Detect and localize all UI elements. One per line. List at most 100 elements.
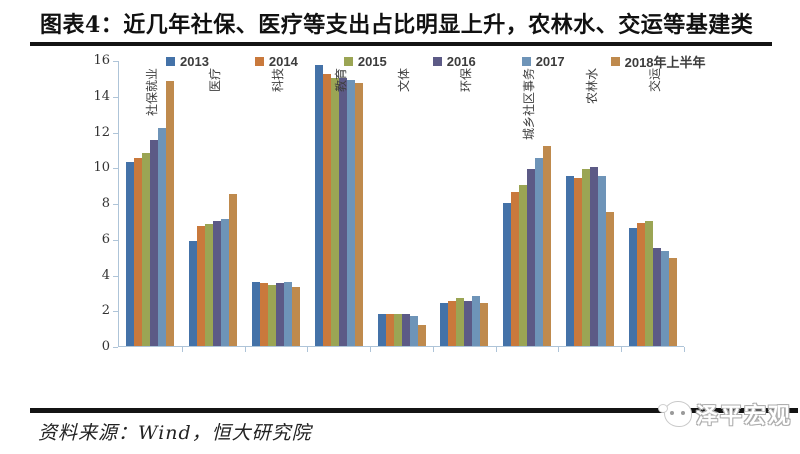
bar-group: 城乡社区事务 xyxy=(496,61,560,352)
legend-item: 2014 xyxy=(254,54,298,69)
figure-title: 图表4：近几年社保、医疗等支出占比明显上升，农林水、交运等基建类 xyxy=(40,12,754,38)
bar xyxy=(628,228,637,346)
y-axis-tick-label: 4 xyxy=(101,267,110,283)
legend-swatch-icon xyxy=(166,57,175,66)
bar xyxy=(503,203,512,346)
bar xyxy=(158,127,167,346)
bar xyxy=(511,192,520,346)
plot-area: 社保就业 医疗 科技 教育 文体 环保 城乡社区事务 农林水 交运 xyxy=(118,61,685,352)
bar-chart: 2013 2014 2015 2016 2017 2018年上半年 0 2 4 6 8 10 12 14… xyxy=(0,46,800,412)
bar xyxy=(267,285,276,346)
bar-group: 交运 xyxy=(621,61,685,352)
bar xyxy=(401,313,410,346)
x-axis-category-label: 环保 xyxy=(459,68,474,93)
x-axis-category-label: 城乡社区事务 xyxy=(522,68,537,141)
x-axis-category-label: 农林水 xyxy=(584,68,599,105)
bar xyxy=(213,220,222,346)
y-axis-tick-label: 10 xyxy=(93,160,110,176)
bar xyxy=(605,211,614,346)
x-axis-category-label: 交运 xyxy=(647,68,662,93)
y-axis-tick-label: 0 xyxy=(101,339,110,354)
bar xyxy=(251,281,260,346)
bar xyxy=(150,140,159,346)
chart-legend: 2013 2014 2015 2016 2017 2018年上半年 xyxy=(166,52,706,71)
bar-group: 教育 xyxy=(307,61,371,352)
bar-group: 科技 xyxy=(245,61,309,352)
y-axis-tick xyxy=(113,132,118,134)
y-axis-tick xyxy=(113,311,118,313)
x-axis-category-label: 社保就业 xyxy=(145,68,160,117)
bar xyxy=(134,158,143,346)
chat-bubble-face-icon xyxy=(657,401,692,427)
legend-item: 2015 xyxy=(343,54,387,69)
bar xyxy=(283,281,292,346)
bar-group: 农林水 xyxy=(558,61,623,352)
legend-swatch-icon xyxy=(254,57,264,66)
bar xyxy=(354,83,363,346)
bar xyxy=(189,240,198,346)
bar xyxy=(456,297,465,346)
y-axis-tick-label: 6 xyxy=(101,231,110,247)
bar-group: 社保就业 xyxy=(119,61,183,352)
x-axis-category-label: 医疗 xyxy=(208,68,223,93)
y-axis-tick xyxy=(113,239,118,241)
bar xyxy=(581,169,590,346)
x-axis-category-label: 教育 xyxy=(333,68,348,93)
legend-item: 2017 xyxy=(521,54,565,69)
bar xyxy=(480,303,489,346)
bar-group: 医疗 xyxy=(182,61,246,352)
bar xyxy=(221,219,230,346)
y-axis-tick xyxy=(113,275,118,277)
bar xyxy=(197,226,206,346)
bar xyxy=(644,220,653,346)
legend-label: 2017 xyxy=(535,54,565,69)
bar xyxy=(126,161,135,346)
bar xyxy=(322,74,331,346)
legend-item: 2016 xyxy=(432,54,476,69)
bar xyxy=(417,324,426,346)
bar xyxy=(291,287,300,346)
bar xyxy=(519,185,528,346)
bar xyxy=(330,77,339,346)
y-axis-tick xyxy=(113,347,118,348)
legend-swatch-icon xyxy=(610,57,620,66)
y-axis-tick-label: 14 xyxy=(93,88,110,104)
legend-label: 2018年上半年 xyxy=(624,55,706,70)
bar xyxy=(346,79,355,346)
bar xyxy=(472,295,481,346)
legend-label: 2014 xyxy=(268,54,298,69)
legend-label: 2015 xyxy=(357,54,387,69)
y-axis-tick-label: 16 xyxy=(93,53,110,68)
bar xyxy=(259,283,268,346)
bar xyxy=(464,301,473,346)
bar xyxy=(448,301,457,346)
bar xyxy=(314,65,323,346)
zeping-macro-logo: 泽平宏观 xyxy=(657,398,792,430)
y-axis-tick xyxy=(113,61,118,62)
title-underline xyxy=(30,42,772,46)
bar xyxy=(385,313,394,346)
logo-text: 泽平宏观 xyxy=(695,403,792,428)
bar-group: 环保 xyxy=(433,61,497,352)
bar xyxy=(393,313,402,346)
legend-item: 2018年上半年 xyxy=(610,52,706,71)
legend-label: 2016 xyxy=(446,54,476,69)
bar xyxy=(338,77,347,346)
bar xyxy=(597,176,606,346)
bar xyxy=(565,176,574,346)
bar xyxy=(166,81,175,346)
bar xyxy=(275,283,284,346)
bar xyxy=(660,251,669,346)
y-axis-tick xyxy=(113,168,118,170)
bar xyxy=(636,222,645,346)
bar xyxy=(652,247,661,346)
legend-swatch-icon xyxy=(521,57,531,66)
bar-group: 文体 xyxy=(370,61,434,352)
y-axis-tick-label: 8 xyxy=(101,196,110,211)
bar xyxy=(409,315,418,346)
bar xyxy=(527,169,536,346)
y-axis-tick xyxy=(113,204,118,205)
bar xyxy=(668,258,677,346)
bar xyxy=(589,167,598,346)
